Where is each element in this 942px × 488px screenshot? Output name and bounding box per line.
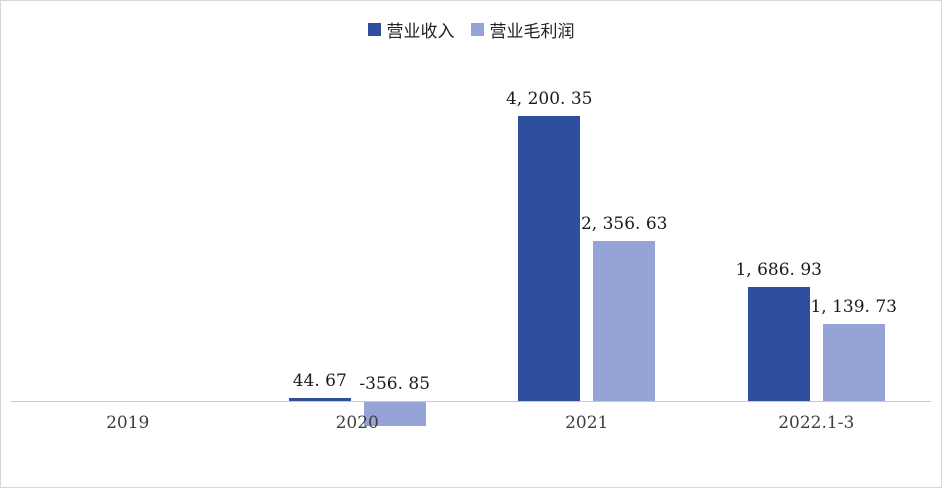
data-label: 2, 356. 63 xyxy=(580,214,668,235)
data-label: 1, 139. 73 xyxy=(810,296,897,317)
bar-series1-2022.1-3 xyxy=(822,323,885,401)
legend-item-0: 营业收入 xyxy=(367,17,455,42)
x-axis-label: 2022.1-3 xyxy=(778,413,855,433)
data-label: -356. 85 xyxy=(359,374,431,394)
x-axis-label: 2020 xyxy=(335,413,379,433)
chart-legend: 营业收入 营业毛利润 xyxy=(1,17,941,42)
legend-label: 营业收入 xyxy=(386,22,455,42)
data-label: 1, 686. 93 xyxy=(735,259,822,280)
data-label: 44. 67 xyxy=(292,370,347,391)
x-axis-label: 2021 xyxy=(565,413,609,433)
bar-series0-2020 xyxy=(288,397,351,401)
bar-series1-2020 xyxy=(363,402,426,427)
data-label: 4, 200. 35 xyxy=(505,89,593,109)
legend-swatch-icon xyxy=(470,23,484,36)
bar-series0-2021 xyxy=(518,116,581,401)
x-axis-label: 2019 xyxy=(106,413,150,433)
x-axis-line xyxy=(11,401,931,402)
legend-swatch-icon xyxy=(367,23,381,36)
legend-item-1: 营业毛利润 xyxy=(470,17,575,42)
legend-label: 营业毛利润 xyxy=(489,22,575,42)
bar-series0-2022.1-3 xyxy=(747,286,810,401)
bar-series1-2021 xyxy=(593,241,656,401)
